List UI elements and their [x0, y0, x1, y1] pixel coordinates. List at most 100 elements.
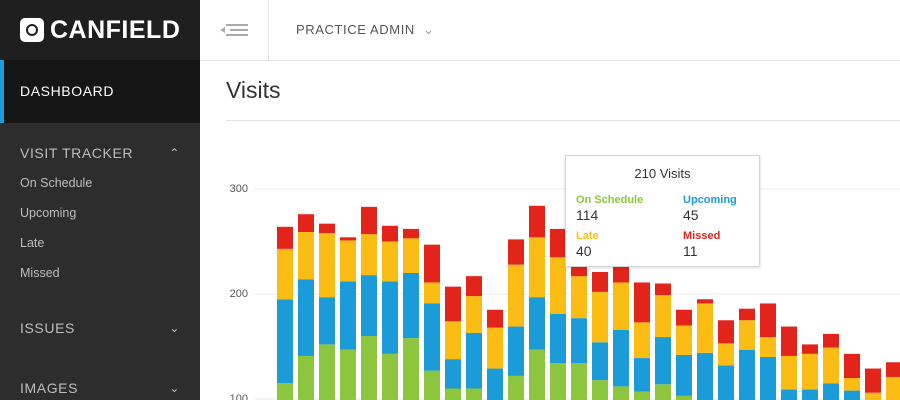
bar-segment	[403, 238, 419, 273]
bar-segment	[697, 303, 713, 353]
bar-segment	[676, 395, 692, 400]
bar-segment	[508, 264, 524, 327]
tooltip-label: On Schedule	[576, 194, 644, 206]
bar-segment	[571, 363, 587, 400]
bar-segment	[592, 291, 608, 343]
bar-segment	[466, 332, 482, 389]
tooltip-value: 114	[576, 207, 599, 223]
nav-sub-item[interactable]: Upcoming	[20, 206, 77, 220]
bar-segment	[718, 343, 734, 366]
bar-segment	[718, 365, 734, 400]
practice-menu[interactable]: PRACTICE ADMIN ⌄	[296, 22, 435, 37]
nav-label: IMAGES	[20, 380, 79, 396]
bar-segment	[487, 327, 503, 369]
bar-segment	[424, 370, 440, 400]
bar-segment	[676, 354, 692, 396]
bar-segment	[739, 320, 755, 350]
bar-segment	[529, 297, 545, 350]
top-bar: PRACTICE ADMIN ⌄	[200, 0, 900, 61]
bar-segment	[634, 282, 650, 323]
bar-segment	[802, 344, 818, 354]
bar-segment	[823, 333, 839, 348]
nav-item[interactable]: DASHBOARD	[0, 60, 200, 123]
bar-segment	[361, 336, 377, 400]
tooltip-label: Missed	[683, 230, 721, 242]
tooltip-cell: Upcoming 45	[683, 194, 763, 223]
nav-group[interactable]: IMAGES ⌄	[0, 378, 200, 398]
nav-group[interactable]: VISIT TRACKER ⌃	[0, 143, 200, 163]
bar-segment	[697, 299, 713, 304]
bar-segment	[802, 389, 818, 400]
bar-segment	[571, 276, 587, 319]
bar-segment	[823, 347, 839, 384]
tooltip-label: Upcoming	[683, 194, 737, 206]
menu-toggle[interactable]	[200, 0, 269, 60]
nav-sub-item[interactable]: On Schedule	[20, 176, 93, 190]
tooltip-value: 45	[683, 207, 699, 223]
bar-segment	[844, 353, 860, 378]
bar-segment	[760, 357, 776, 400]
bar-segment	[550, 363, 566, 400]
nav-sub-item[interactable]: Missed	[20, 266, 60, 280]
nav-sub-item[interactable]: Late	[20, 236, 45, 250]
bar-segment	[718, 320, 734, 344]
bar-segment	[550, 257, 566, 314]
bar-segment	[529, 237, 545, 298]
nav-group[interactable]: ISSUES ⌄	[0, 318, 200, 338]
bar-segment	[445, 359, 461, 389]
chevron-up: ⌃	[169, 146, 180, 160]
bar-segment	[550, 228, 566, 258]
bar-segment	[424, 303, 440, 371]
bar-segment	[592, 271, 608, 292]
bar-segment	[634, 322, 650, 359]
bar-segment	[340, 349, 356, 400]
bar-segment	[277, 248, 293, 300]
bar-segment	[424, 244, 440, 283]
bar-segment	[361, 275, 377, 336]
bar-segment	[319, 233, 335, 298]
bar-segment	[340, 240, 356, 282]
bar-segment	[298, 214, 314, 233]
logo: CANFIELD	[0, 0, 200, 60]
bar-segment	[298, 232, 314, 280]
bar-segment	[529, 205, 545, 238]
bar-segment	[634, 358, 650, 392]
bar-segment	[403, 273, 419, 339]
bar-segment	[403, 338, 419, 400]
bar-segment	[613, 282, 629, 330]
bar-segment	[781, 389, 797, 400]
nav-label: ISSUES	[20, 320, 75, 336]
bar-segment	[508, 239, 524, 265]
bar-segment	[319, 297, 335, 345]
bar-segment	[403, 228, 419, 239]
bar-segment	[319, 223, 335, 234]
bar-segment	[277, 226, 293, 249]
bar-segment	[466, 296, 482, 333]
y-tick-label: 100	[230, 393, 248, 400]
bar-segment	[277, 383, 293, 400]
logo-text: CANFIELD	[50, 15, 181, 44]
bar-segment	[424, 282, 440, 304]
bar-segment	[655, 283, 671, 296]
bar-segment	[298, 355, 314, 400]
bar-segment	[382, 353, 398, 400]
bar-segment	[613, 329, 629, 387]
bar-segment	[382, 225, 398, 242]
bar-segment	[487, 368, 503, 400]
tooltip-value: 11	[683, 243, 698, 259]
chart: 100 200 300	[230, 183, 900, 400]
bar-segment	[844, 378, 860, 391]
bar-segment	[760, 337, 776, 357]
bar-segment	[781, 355, 797, 390]
bar-segment	[655, 295, 671, 338]
bar-segment	[781, 326, 797, 356]
nav-label: VISIT TRACKER	[20, 145, 134, 161]
tooltip-cell: Late 40	[576, 230, 656, 259]
bar-segment	[382, 241, 398, 282]
bar-segment	[298, 279, 314, 356]
bar-segment	[739, 349, 755, 400]
sidebar: CANFIELD DASHBOARD VISIT TRACKER ⌃ On Sch…	[0, 0, 200, 400]
bar-segment	[508, 326, 524, 376]
bar-segment	[382, 281, 398, 354]
